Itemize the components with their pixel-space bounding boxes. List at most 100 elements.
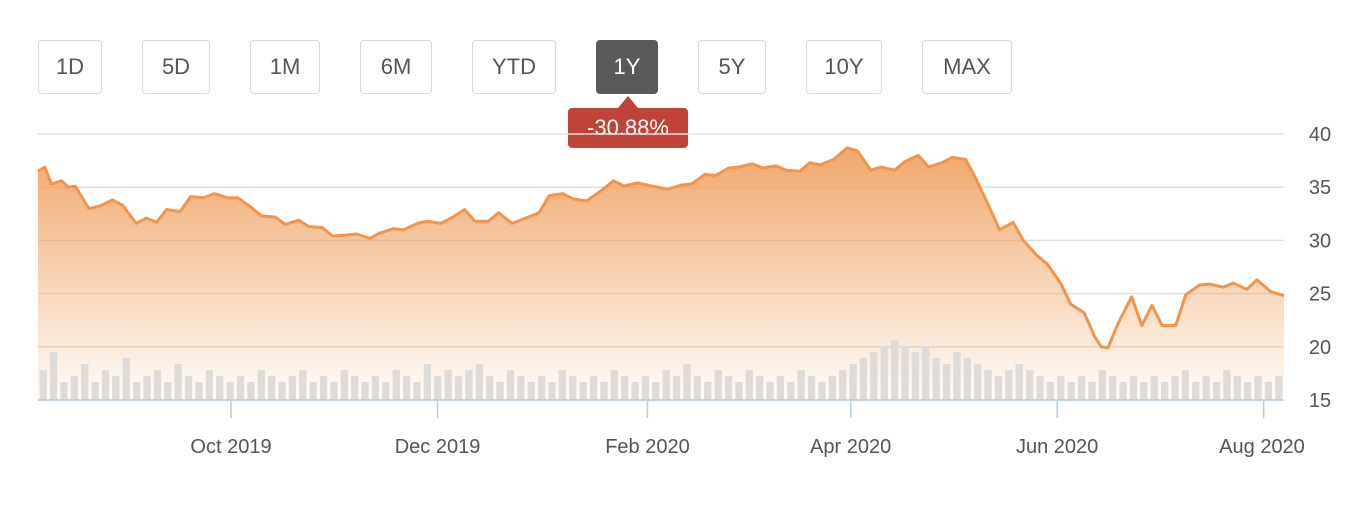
volume-bars [39,340,1283,400]
volume-bar [1057,376,1065,400]
volume-bar [1244,382,1252,400]
volume-bar [1171,376,1179,400]
volume-bar [994,376,1003,400]
volume-bar [216,376,224,400]
range-button-max[interactable]: MAX [922,40,1012,94]
volume-bar [1129,376,1138,400]
volume-bar [122,358,130,400]
volume-bar [963,358,971,400]
volume-bar [164,382,172,400]
volume-bar [1005,370,1013,400]
price-area [38,147,1284,400]
volume-bar [569,376,577,400]
x-tick-label: Oct 2019 [190,436,271,458]
volume-bar [558,370,566,400]
range-button-1m[interactable]: 1M [250,40,320,94]
volume-bar [922,346,930,400]
volume-bar [143,376,151,400]
volume-bar [184,376,193,400]
price-chart: 40 35 30 25 20 15 Oct 2019 Dec 2019 Feb 2020 Apr… [37,124,1331,458]
volume-bar [278,382,286,400]
volume-bar [174,364,182,400]
volume-bar [1046,382,1054,400]
volume-bar [735,382,743,400]
change-badge-pointer [618,96,638,108]
volume-bar [382,382,390,400]
volume-bar [112,376,120,400]
y-tick-label: 40 [1309,124,1331,146]
volume-bar [60,382,68,400]
volume-bar [672,376,681,400]
volume-bar [1161,382,1169,400]
range-selector: 1D 5D 1M 6M YTD 1Y 5Y 10Y MAX [0,0,1348,100]
volume-bar [423,364,431,400]
range-button-5y[interactable]: 5Y [698,40,766,94]
volume-bar [693,376,701,400]
volume-bar [859,358,868,400]
volume-bar [548,382,556,400]
volume-bar [662,370,670,400]
volume-bar [870,352,878,400]
volume-bar [1275,376,1283,400]
volume-bar [205,370,213,400]
volume-bar [787,382,795,400]
volume-bar [932,358,940,400]
volume-bar [1140,382,1148,400]
volume-bar [434,376,442,400]
range-button-6m[interactable]: 6M [360,40,432,94]
volume-bar [974,364,982,400]
volume-bar [153,370,162,400]
volume-bar [444,370,452,400]
volume-bar [1077,376,1086,400]
volume-bar [506,370,515,400]
volume-bar [486,376,494,400]
volume-bar [70,376,78,400]
volume-bar [849,364,857,400]
volume-bar [880,346,888,400]
volume-bar [1150,376,1158,400]
range-button-10y[interactable]: 10Y [806,40,882,94]
volume-bar [351,376,359,400]
volume-bar [776,376,785,400]
volume-bar [133,382,141,400]
volume-bar [1026,370,1034,400]
volume-bar [527,382,535,400]
volume-bar [319,376,328,400]
volume-bar [818,382,826,400]
volume-bar [1212,382,1221,400]
y-tick-label: 25 [1309,284,1331,306]
volume-bar [257,370,265,400]
volume-bar [1223,370,1231,400]
volume-bar [1192,382,1200,400]
volume-bar [247,382,255,400]
volume-bar [1202,376,1210,400]
volume-bar [330,382,338,400]
volume-bar [309,382,317,400]
volume-bar [454,376,463,400]
volume-bar [361,382,369,400]
volume-bar [891,340,899,400]
volume-bar [1015,364,1023,400]
volume-bar [81,364,89,400]
x-axis [38,399,1284,418]
range-button-1d[interactable]: 1D [38,40,102,94]
volume-bar [652,382,660,400]
volume-bar [641,376,650,400]
y-tick-label: 20 [1309,337,1331,359]
range-button-ytd[interactable]: YTD [472,40,556,94]
volume-bar [195,382,203,400]
range-button-5d[interactable]: 5D [142,40,210,94]
volume-bar [1233,376,1241,400]
volume-bar [600,382,608,400]
volume-bar [1088,382,1096,400]
volume-bar [475,364,483,400]
x-tick-label: Jun 2020 [1016,436,1098,458]
volume-bar [538,376,546,400]
volume-bar [714,370,722,400]
y-tick-label: 35 [1309,177,1331,199]
volume-bar [953,352,961,400]
y-tick-label: 15 [1309,390,1331,412]
volume-bar [724,376,733,400]
y-tick-label: 30 [1309,230,1331,252]
range-button-1y[interactable]: 1Y [596,40,658,94]
